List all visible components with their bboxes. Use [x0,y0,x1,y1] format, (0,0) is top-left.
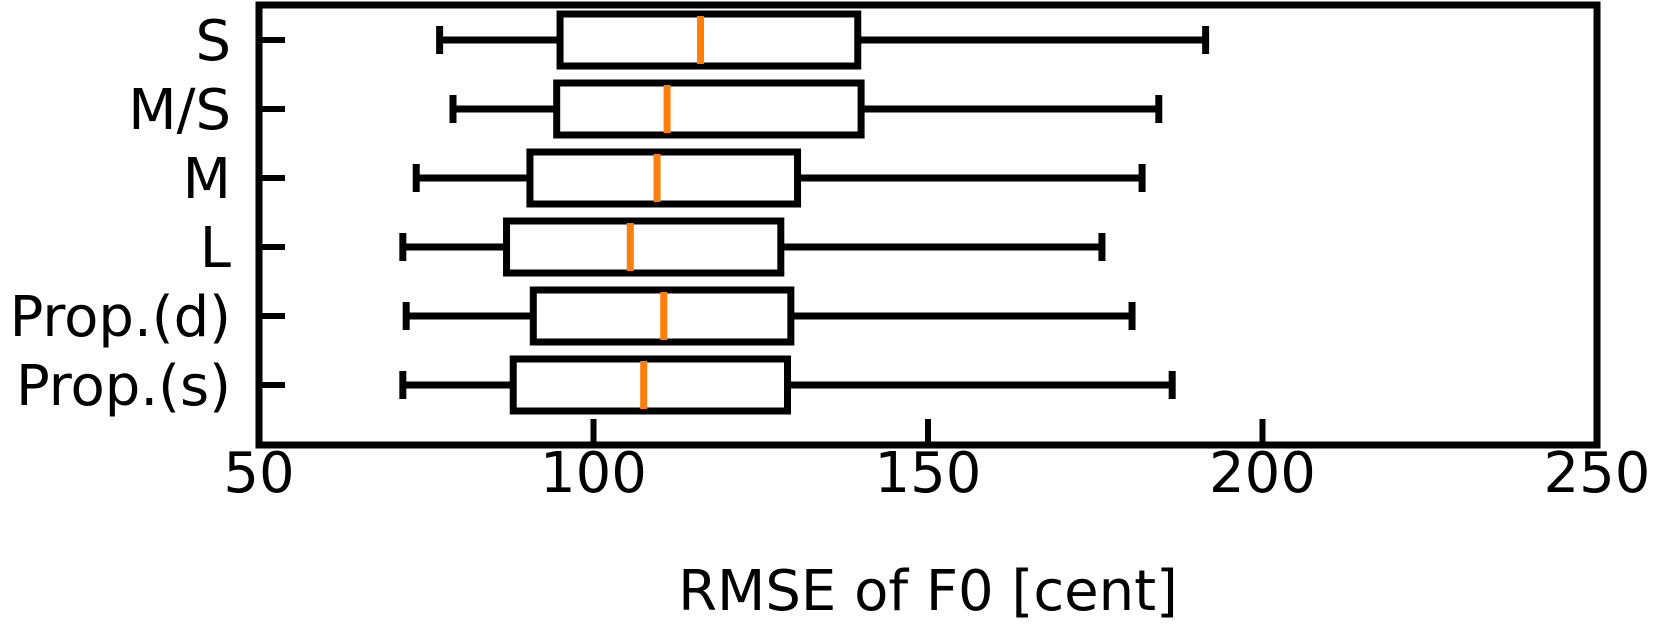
y-tick-label: S [195,9,231,74]
box [503,217,785,277]
x-tick-label: 250 [1544,441,1651,506]
plot-frame [255,1,1601,449]
box-group [399,217,1106,277]
x-tick-label: 200 [1209,441,1316,506]
box [526,148,802,208]
x-tick-label: 100 [540,441,647,506]
plot-marks [399,10,1210,415]
x-tick-label: 50 [223,441,294,506]
box-group [399,355,1176,415]
box-group [412,148,1146,208]
x-axis-title: RMSE of F0 [cent] [678,559,1178,624]
y-tick-label: Prop.(d) [10,285,231,350]
y-tick-label: Prop.(s) [16,354,231,419]
box [509,355,792,415]
x-tick-label: 150 [875,441,982,506]
box-group [449,79,1163,139]
box-group [402,286,1136,346]
box [553,79,865,139]
y-tick-label: M/S [128,78,231,143]
box [556,10,862,70]
box-group [436,10,1210,70]
y-tick-label: M [183,147,231,212]
y-tick-label: L [200,216,231,281]
